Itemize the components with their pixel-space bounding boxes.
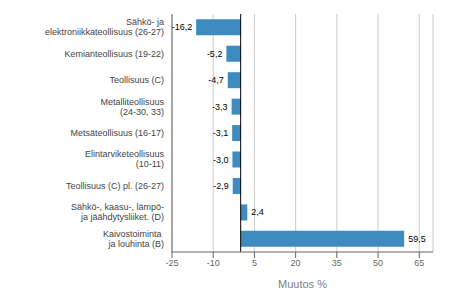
svg-text:50: 50 [373, 258, 383, 268]
svg-text:Muutos %: Muutos % [278, 278, 327, 290]
svg-text:Kaivostoiminta ja louhinta (B): Kaivostoiminta ja louhinta (B) [103, 229, 164, 249]
svg-text:Metalliteollisuus(24-30, 33): Metalliteollisuus(24-30, 33) [100, 97, 164, 117]
svg-text:Metsäteollisuus (16-17): Metsäteollisuus (16-17) [70, 128, 164, 138]
svg-text:Teollisuus (C): Teollisuus (C) [109, 75, 164, 85]
svg-text:-5,2: -5,2 [207, 49, 223, 59]
svg-text:-3,0: -3,0 [213, 155, 229, 165]
svg-text:2,4: 2,4 [251, 207, 264, 217]
svg-text:-25: -25 [165, 258, 178, 268]
svg-text:65: 65 [414, 258, 424, 268]
svg-text:Teollisuus (C) pl. (26-27): Teollisuus (C) pl. (26-27) [66, 181, 164, 191]
svg-text:Elintarviketeollisuus(10-11): Elintarviketeollisuus(10-11) [85, 149, 165, 169]
svg-text:59,5: 59,5 [408, 234, 426, 244]
svg-text:-16,2: -16,2 [172, 22, 193, 32]
svg-text:-10: -10 [207, 258, 220, 268]
svg-text:Sähkö- jaelektroniikkateollisu: Sähkö- jaelektroniikkateollisuus (26-27) [45, 17, 164, 37]
svg-text:-3,1: -3,1 [213, 128, 229, 138]
svg-text:20: 20 [291, 258, 301, 268]
svg-text:-2,9: -2,9 [213, 181, 229, 191]
svg-text:Sähkö-, kaasu-, lämpö-ja jäähd: Sähkö-, kaasu-, lämpö-ja jäähdytysliiket… [71, 202, 164, 222]
svg-text:-3,3: -3,3 [212, 102, 228, 112]
svg-text:35: 35 [332, 258, 342, 268]
svg-text:-4,7: -4,7 [208, 75, 224, 85]
svg-text:5: 5 [252, 258, 257, 268]
svg-text:Kemianteollisuus (19-22): Kemianteollisuus (19-22) [64, 49, 164, 59]
